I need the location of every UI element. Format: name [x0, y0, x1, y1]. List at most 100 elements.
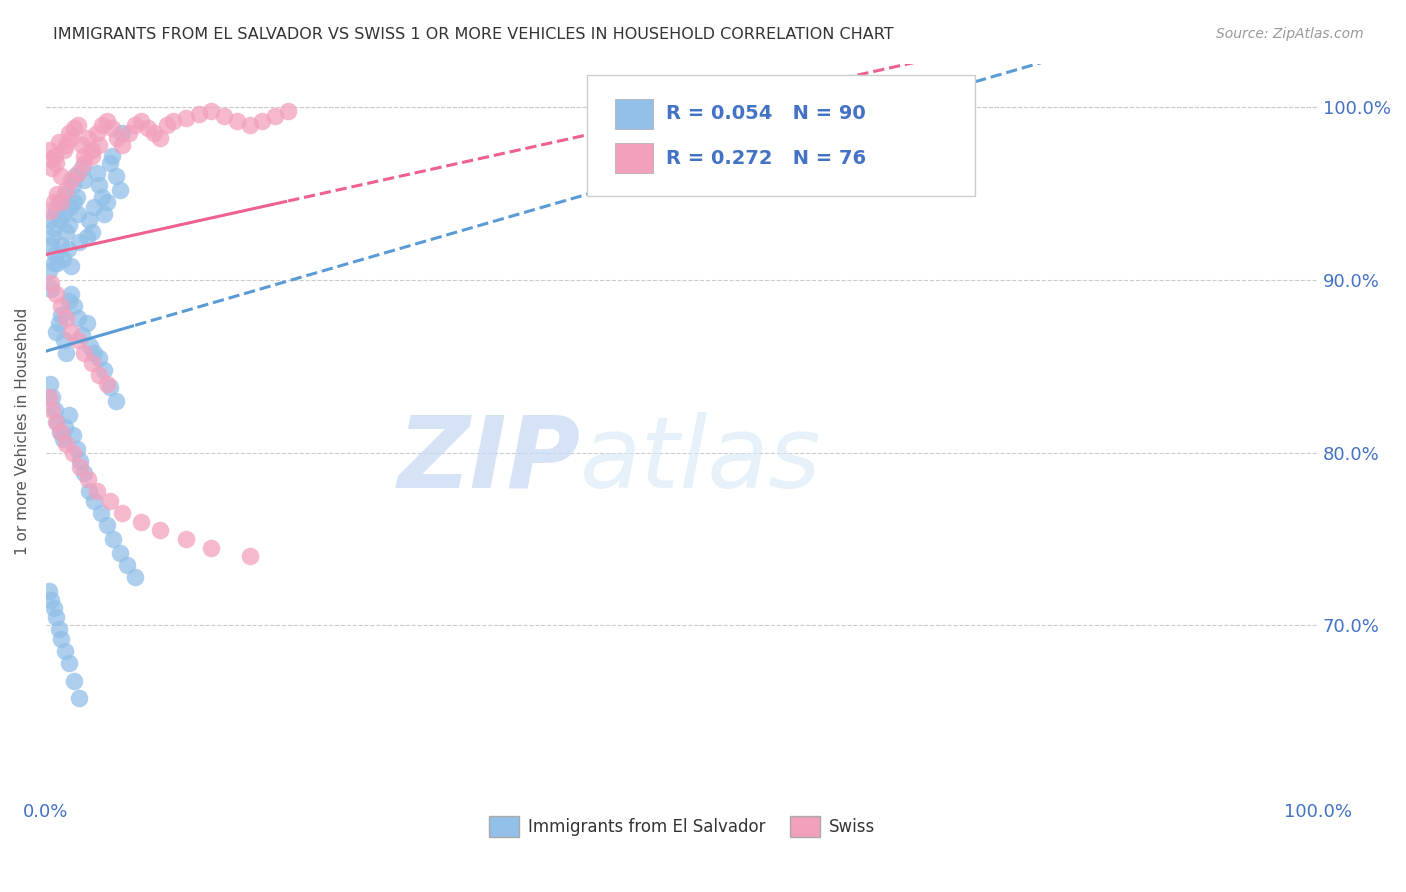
Point [101, 148, 124, 162]
Point [108, 546, 131, 560]
Point [55, 225, 77, 239]
Point [69, 454, 91, 468]
Point [66, 334, 89, 348]
Point [62, 428, 84, 442]
Point [77, 472, 100, 486]
Point [69, 459, 91, 474]
Point [39, 282, 62, 296]
Point [131, 515, 153, 529]
Point [62, 178, 84, 192]
Point [96, 518, 118, 533]
Point [44, 402, 66, 417]
Point [73, 173, 96, 187]
Point [45, 325, 67, 339]
Legend: Immigrants from El Salvador, Swiss: Immigrants from El Salvador, Swiss [481, 808, 883, 845]
Point [70, 138, 93, 153]
Point [252, 114, 274, 128]
Point [55, 138, 77, 153]
Point [77, 483, 100, 498]
Point [86, 483, 108, 498]
Point [46, 186, 69, 201]
Point [77, 131, 100, 145]
Point [51, 432, 73, 446]
Point [48, 622, 70, 636]
Point [45, 286, 67, 301]
Point [55, 310, 77, 325]
Point [46, 255, 69, 269]
Point [53, 186, 76, 201]
Point [45, 609, 67, 624]
Point [111, 126, 134, 140]
Point [60, 173, 83, 187]
Point [38, 376, 60, 391]
Point [96, 195, 118, 210]
Point [60, 325, 83, 339]
Point [42, 195, 65, 210]
Point [70, 328, 93, 343]
Point [238, 549, 260, 564]
Point [41, 161, 63, 175]
Point [96, 114, 118, 128]
Point [39, 277, 62, 291]
Point [51, 299, 73, 313]
Point [58, 126, 80, 140]
Point [174, 111, 197, 125]
Point [65, 442, 87, 457]
Point [83, 494, 105, 508]
Point [83, 345, 105, 359]
Point [124, 570, 146, 584]
Point [70, 161, 93, 175]
Point [86, 166, 108, 180]
Point [38, 212, 60, 227]
Point [51, 195, 73, 210]
Point [55, 183, 77, 197]
Point [277, 103, 299, 118]
Point [76, 316, 98, 330]
Point [136, 120, 159, 135]
Point [39, 238, 62, 252]
Point [76, 229, 98, 244]
Point [48, 195, 70, 210]
Point [41, 229, 63, 244]
Text: Source: ZipAtlas.com: Source: ZipAtlas.com [1216, 27, 1364, 41]
Point [59, 201, 82, 215]
Y-axis label: 1 or more Vehicles in Household: 1 or more Vehicles in Household [15, 308, 30, 555]
Point [86, 126, 108, 140]
Point [49, 425, 72, 439]
Point [48, 135, 70, 149]
Point [104, 393, 127, 408]
Point [117, 558, 139, 572]
FancyBboxPatch shape [586, 75, 974, 196]
Point [58, 408, 80, 422]
Point [42, 221, 65, 235]
Point [131, 114, 153, 128]
Point [73, 155, 96, 169]
Point [52, 144, 75, 158]
Point [124, 118, 146, 132]
Point [80, 148, 103, 162]
Point [101, 120, 124, 135]
Point [67, 235, 90, 249]
Bar [614, 144, 652, 173]
Point [41, 391, 63, 405]
Point [91, 118, 114, 132]
Point [38, 152, 60, 166]
Point [62, 446, 84, 460]
Point [66, 166, 89, 180]
Point [225, 114, 247, 128]
Point [79, 338, 101, 352]
Point [162, 114, 184, 128]
Point [63, 299, 86, 313]
Point [63, 673, 86, 688]
Point [80, 144, 103, 158]
Point [65, 190, 87, 204]
Text: R = 0.272   N = 76: R = 0.272 N = 76 [665, 149, 866, 168]
Point [200, 541, 222, 555]
Point [104, 169, 127, 184]
Point [80, 356, 103, 370]
Point [89, 351, 111, 365]
Point [63, 120, 86, 135]
Point [73, 467, 96, 481]
Point [93, 207, 115, 221]
Point [45, 155, 67, 169]
